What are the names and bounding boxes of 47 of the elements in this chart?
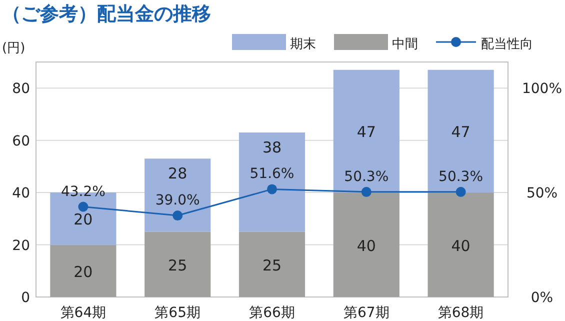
data-label: 40 bbox=[451, 236, 470, 255]
y-tick-label: 20 bbox=[12, 238, 30, 254]
x-tick-label: 第68期 bbox=[438, 305, 484, 321]
x-tick-label: 第64期 bbox=[60, 305, 106, 321]
data-label: 47 bbox=[356, 123, 376, 142]
bar bbox=[144, 158, 211, 232]
y2-tick-label: 100% bbox=[522, 81, 562, 98]
bar bbox=[144, 232, 211, 297]
data-label: 51.6% bbox=[250, 166, 294, 182]
bar bbox=[238, 132, 306, 232]
legend-label: 中間 bbox=[392, 37, 418, 52]
data-label: 20 bbox=[74, 262, 93, 281]
legend-label: 期末 bbox=[290, 37, 316, 52]
data-label: 47 bbox=[451, 123, 470, 142]
data-label: 39.0% bbox=[155, 192, 200, 209]
y-axis-title: (円) bbox=[2, 41, 26, 56]
data-label: 50.3% bbox=[344, 168, 389, 185]
data-label: 50.3% bbox=[438, 168, 484, 185]
bar bbox=[333, 70, 400, 193]
point bbox=[456, 186, 466, 197]
y-tick-label: 40 bbox=[12, 186, 30, 202]
data-label: 28 bbox=[168, 164, 188, 183]
legend-label: 配当性向 bbox=[481, 37, 533, 52]
data-label: 25 bbox=[262, 256, 282, 274]
point bbox=[267, 184, 277, 194]
y-tick-label: 0 bbox=[21, 290, 30, 306]
x-tick-label: 第65期 bbox=[154, 305, 201, 321]
data-label: 38 bbox=[262, 138, 282, 156]
point bbox=[172, 210, 183, 221]
y-tick-label: 60 bbox=[12, 133, 30, 150]
data-label: 40 bbox=[356, 236, 376, 255]
data-label: 25 bbox=[168, 256, 188, 274]
bar bbox=[428, 70, 494, 193]
y2-tick-label: 50% bbox=[526, 186, 558, 202]
x-tick-label: 第66期 bbox=[249, 305, 295, 321]
data-label: 43.2% bbox=[60, 184, 106, 200]
x-tick-label: 第67期 bbox=[343, 305, 390, 321]
bar bbox=[238, 232, 306, 297]
point bbox=[78, 202, 88, 212]
y2-tick-label: 0% bbox=[530, 290, 554, 306]
bar bbox=[50, 244, 116, 297]
chart-title: （ご参考）配当金の推移 bbox=[2, 3, 211, 25]
bar bbox=[428, 192, 494, 297]
y-tick-label: 80 bbox=[12, 81, 30, 98]
data-label: 20 bbox=[74, 210, 93, 229]
bar bbox=[333, 192, 400, 297]
point bbox=[361, 186, 372, 197]
